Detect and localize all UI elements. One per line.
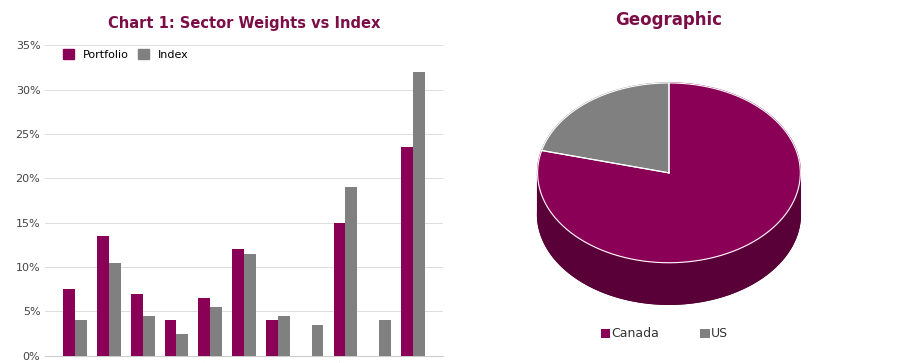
Bar (277, 316, 289, 356)
Text: US: US (711, 327, 728, 340)
Legend: Portfolio, Index: Portfolio, Index (59, 45, 193, 64)
Bar (210, 307, 222, 356)
Title: Chart 1: Sector Weights vs Index: Chart 1: Sector Weights vs Index (107, 16, 380, 31)
Bar (63, 289, 75, 356)
Bar (401, 147, 413, 356)
Bar (312, 325, 323, 356)
FancyBboxPatch shape (699, 329, 709, 338)
Bar (244, 254, 256, 356)
Bar (379, 320, 391, 356)
Polygon shape (541, 83, 668, 173)
Bar (232, 249, 244, 356)
FancyBboxPatch shape (600, 329, 610, 338)
Text: Canada: Canada (611, 327, 659, 340)
Bar (164, 320, 176, 356)
Bar (199, 298, 210, 356)
Bar (333, 223, 345, 356)
Text: Geographic: Geographic (615, 11, 721, 29)
Polygon shape (537, 83, 799, 263)
Bar (97, 236, 108, 356)
Bar (75, 320, 87, 356)
Bar (108, 262, 121, 356)
Bar (176, 334, 188, 356)
Bar (143, 316, 154, 356)
Polygon shape (537, 173, 799, 304)
Bar (265, 320, 277, 356)
Polygon shape (537, 125, 799, 304)
Bar (345, 187, 357, 356)
Bar (413, 72, 424, 356)
Bar (131, 294, 143, 356)
